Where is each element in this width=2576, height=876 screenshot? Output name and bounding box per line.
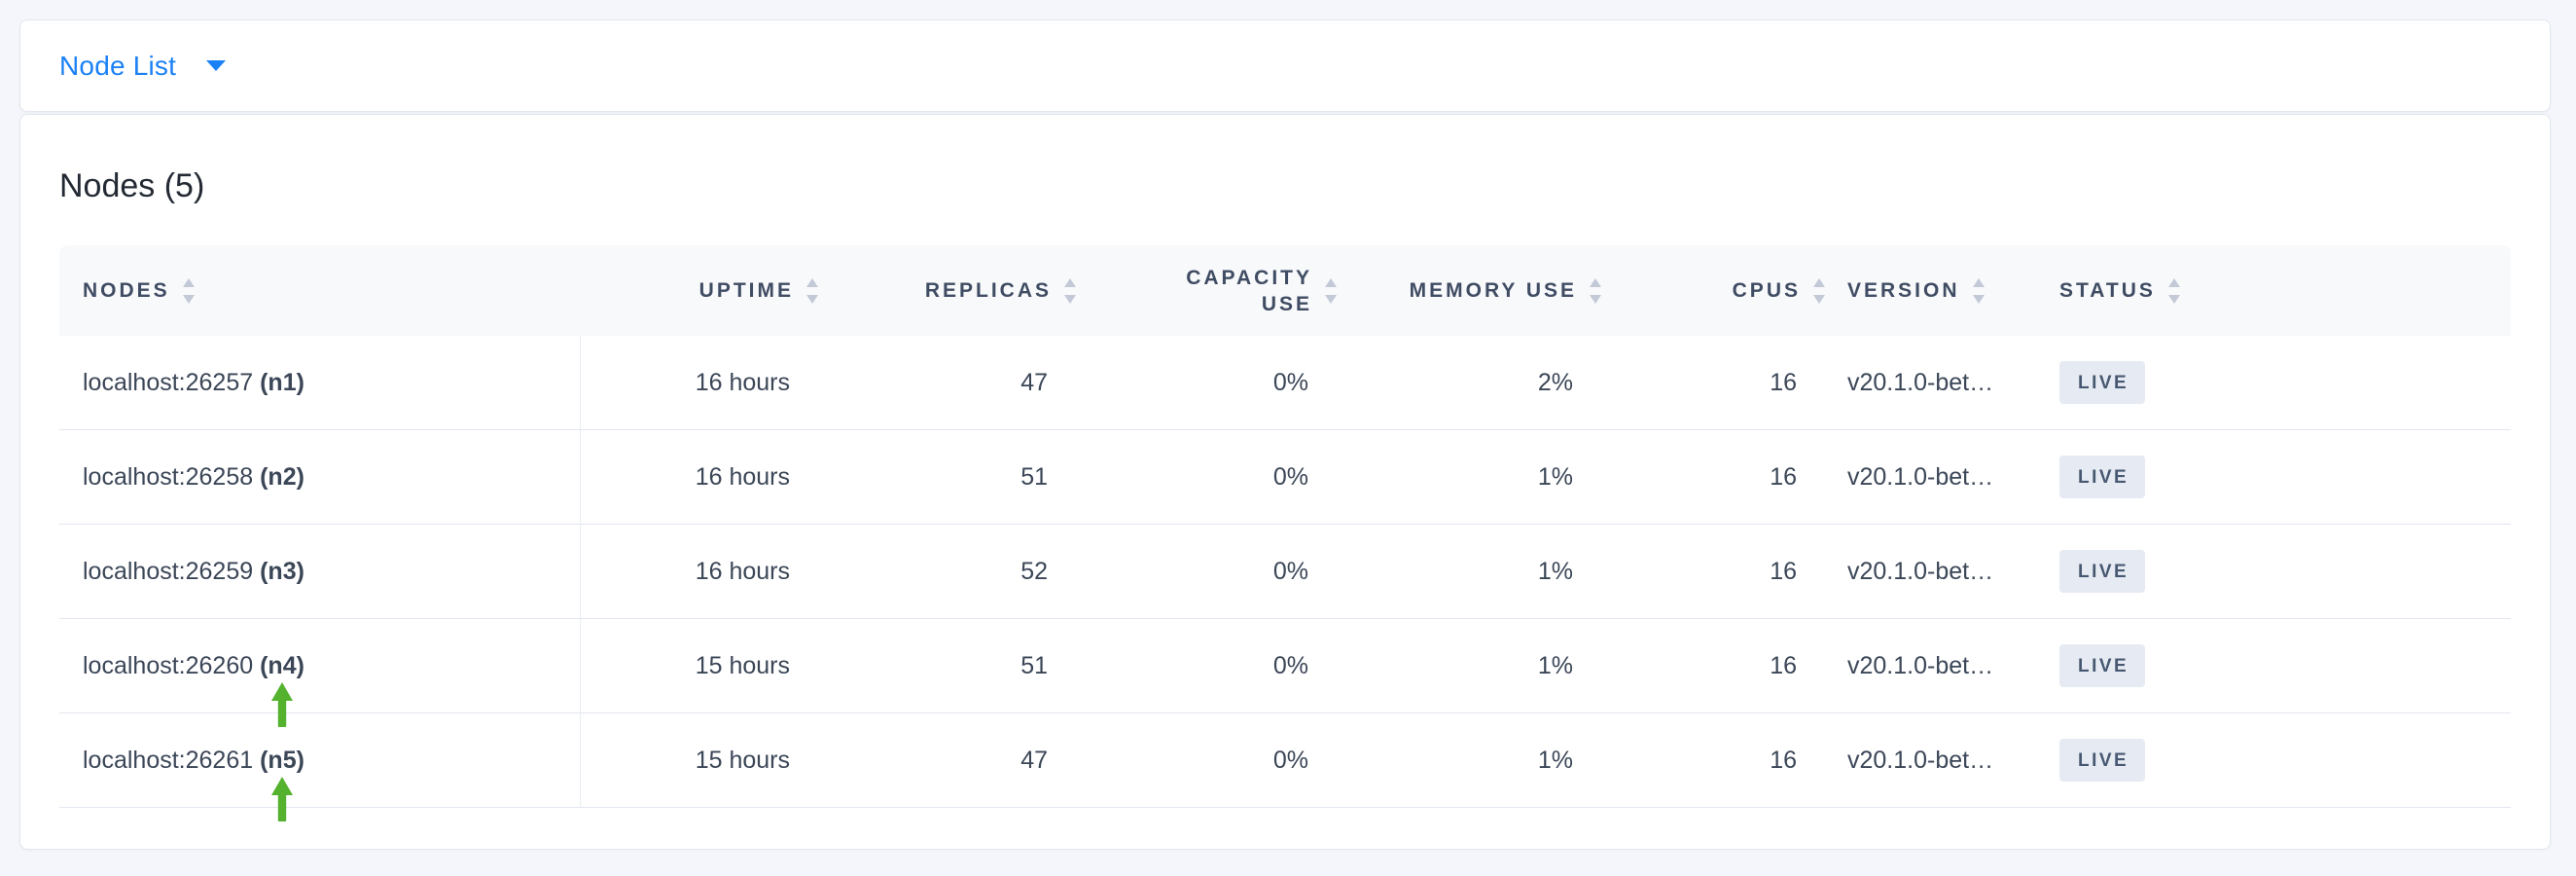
column-header-uptime[interactable]: Uptime xyxy=(581,245,821,336)
table-header-row: Nodes Uptime Replicas Capacity Use Memor… xyxy=(59,245,2511,336)
cell-memory_use: 1% xyxy=(1340,713,1604,808)
column-header-replicas[interactable]: Replicas xyxy=(821,245,1079,336)
node-id: (n1) xyxy=(260,368,304,396)
sort-icon xyxy=(1324,276,1338,306)
sort-icon xyxy=(1589,276,1602,306)
cell-status: LIVE xyxy=(2040,430,2511,525)
cell-status: LIVE xyxy=(2040,336,2511,430)
column-header-label: Version xyxy=(1847,278,1960,302)
page: Node List Nodes (5) Nodes Uptime Replica… xyxy=(19,19,2551,850)
cell-capacity_use: 0% xyxy=(1079,336,1340,430)
cell-capacity_use: 0% xyxy=(1079,430,1340,525)
cell-cpus: 16 xyxy=(1604,619,1828,713)
cell-memory_use: 2% xyxy=(1340,336,1604,430)
sort-icon xyxy=(1063,276,1077,306)
cell-status: LIVE xyxy=(2040,619,2511,713)
column-header-label: Uptime xyxy=(698,278,794,302)
cell-memory_use: 1% xyxy=(1340,430,1604,525)
cell-replicas: 47 xyxy=(821,336,1079,430)
column-header-label: Nodes xyxy=(83,278,170,302)
cell-capacity_use: 0% xyxy=(1079,713,1340,808)
cell-capacity_use: 0% xyxy=(1079,619,1340,713)
table-row: localhost:26258 (n2) 16 hours 51 0% 1% 16 v20.… xyxy=(59,430,2511,525)
node-list-dropdown-label: Node List xyxy=(59,50,177,81)
status-badge: LIVE xyxy=(2059,456,2146,498)
column-header-capacity_use[interactable]: Capacity Use xyxy=(1079,245,1340,336)
cell-node: localhost:26260 (n4) xyxy=(59,619,581,727)
cell-uptime: 16 hours xyxy=(581,336,821,430)
column-header-label: Memory Use xyxy=(1409,278,1577,302)
cell-status: LIVE xyxy=(2040,713,2511,808)
nodes-card: Nodes (5) Nodes Uptime Replicas Capacity… xyxy=(19,114,2551,850)
status-badge: LIVE xyxy=(2059,361,2146,404)
cell-node: localhost:26258 (n2) xyxy=(59,430,581,525)
cell-replicas: 51 xyxy=(821,430,1079,525)
status-badge: LIVE xyxy=(2059,739,2146,782)
cell-version: v20.1.0-bet… xyxy=(1828,619,2040,713)
cell-node: localhost:26259 (n3) xyxy=(59,525,581,619)
table-row: localhost:26257 (n1) 16 hours 47 0% 2% 16 v20.… xyxy=(59,336,2511,430)
column-header-memory_use[interactable]: Memory Use xyxy=(1340,245,1604,336)
column-header-label: Status xyxy=(2059,278,2156,302)
green-up-arrow-icon xyxy=(270,776,294,821)
cell-node: localhost:26257 (n1) xyxy=(59,336,581,430)
column-header-status[interactable]: Status xyxy=(2040,245,2511,336)
node-list-dropdown[interactable]: Node List xyxy=(59,51,227,82)
column-header-cpus[interactable]: CPUs xyxy=(1604,245,1828,336)
cell-cpus: 16 xyxy=(1604,525,1828,619)
cell-cpus: 16 xyxy=(1604,713,1828,808)
sort-icon xyxy=(182,276,196,306)
cell-version: v20.1.0-bet… xyxy=(1828,713,2040,808)
cell-uptime: 16 hours xyxy=(581,430,821,525)
status-badge: LIVE xyxy=(2059,550,2146,593)
node-address: localhost:26259 xyxy=(83,557,254,585)
node-address: localhost:26258 xyxy=(83,462,254,491)
table-row: localhost:26259 (n3) 16 hours 52 0% 1% 16 v20.… xyxy=(59,525,2511,619)
green-up-arrow-icon xyxy=(270,681,294,727)
cell-version: v20.1.0-bet… xyxy=(1828,430,2040,525)
sort-icon xyxy=(1972,276,1986,306)
node-id: (n4) xyxy=(260,652,304,727)
node-id: (n5) xyxy=(260,747,304,821)
cell-capacity_use: 0% xyxy=(1079,525,1340,619)
cell-replicas: 47 xyxy=(821,713,1079,808)
view-selector-bar: Node List xyxy=(19,19,2551,112)
node-address: localhost:26260 xyxy=(83,651,254,679)
cell-uptime: 15 hours xyxy=(581,619,821,713)
cell-version: v20.1.0-bet… xyxy=(1828,525,2040,619)
cell-cpus: 16 xyxy=(1604,430,1828,525)
column-header-label: Replicas xyxy=(924,278,1052,302)
status-badge: LIVE xyxy=(2059,644,2146,687)
column-header-label: Capacity Use xyxy=(1186,266,1312,315)
cell-replicas: 52 xyxy=(821,525,1079,619)
caret-down-icon xyxy=(205,59,227,72)
column-header-node[interactable]: Nodes xyxy=(59,245,581,336)
sort-icon xyxy=(1812,276,1826,306)
cell-node: localhost:26261 (n5) xyxy=(59,713,581,821)
table-body: localhost:26257 (n1) 16 hours 47 0% 2% 16 v20.… xyxy=(59,336,2511,821)
cell-uptime: 16 hours xyxy=(581,525,821,619)
cell-cpus: 16 xyxy=(1604,336,1828,430)
cell-memory_use: 1% xyxy=(1340,525,1604,619)
cell-memory_use: 1% xyxy=(1340,619,1604,713)
node-address: localhost:26261 xyxy=(83,746,254,774)
cell-uptime: 15 hours xyxy=(581,713,821,808)
page-title: Nodes (5) xyxy=(59,167,205,204)
sort-icon xyxy=(2167,276,2181,306)
column-header-label: CPUs xyxy=(1732,278,1801,302)
node-address: localhost:26257 xyxy=(83,368,254,396)
node-list-table: Nodes Uptime Replicas Capacity Use Memor… xyxy=(59,245,2511,821)
column-header-version[interactable]: Version xyxy=(1828,245,2040,336)
table-row: localhost:26260 (n4) 15 hours 51 0% 1% 16 v20… xyxy=(59,619,2511,727)
cell-status: LIVE xyxy=(2040,525,2511,619)
node-id: (n2) xyxy=(260,462,304,491)
cell-version: v20.1.0-bet… xyxy=(1828,336,2040,430)
cell-replicas: 51 xyxy=(821,619,1079,713)
node-id: (n3) xyxy=(260,557,304,585)
sort-icon xyxy=(805,276,819,306)
table-row: localhost:26261 (n5) 15 hours 47 0% 1% 16 v20… xyxy=(59,713,2511,821)
